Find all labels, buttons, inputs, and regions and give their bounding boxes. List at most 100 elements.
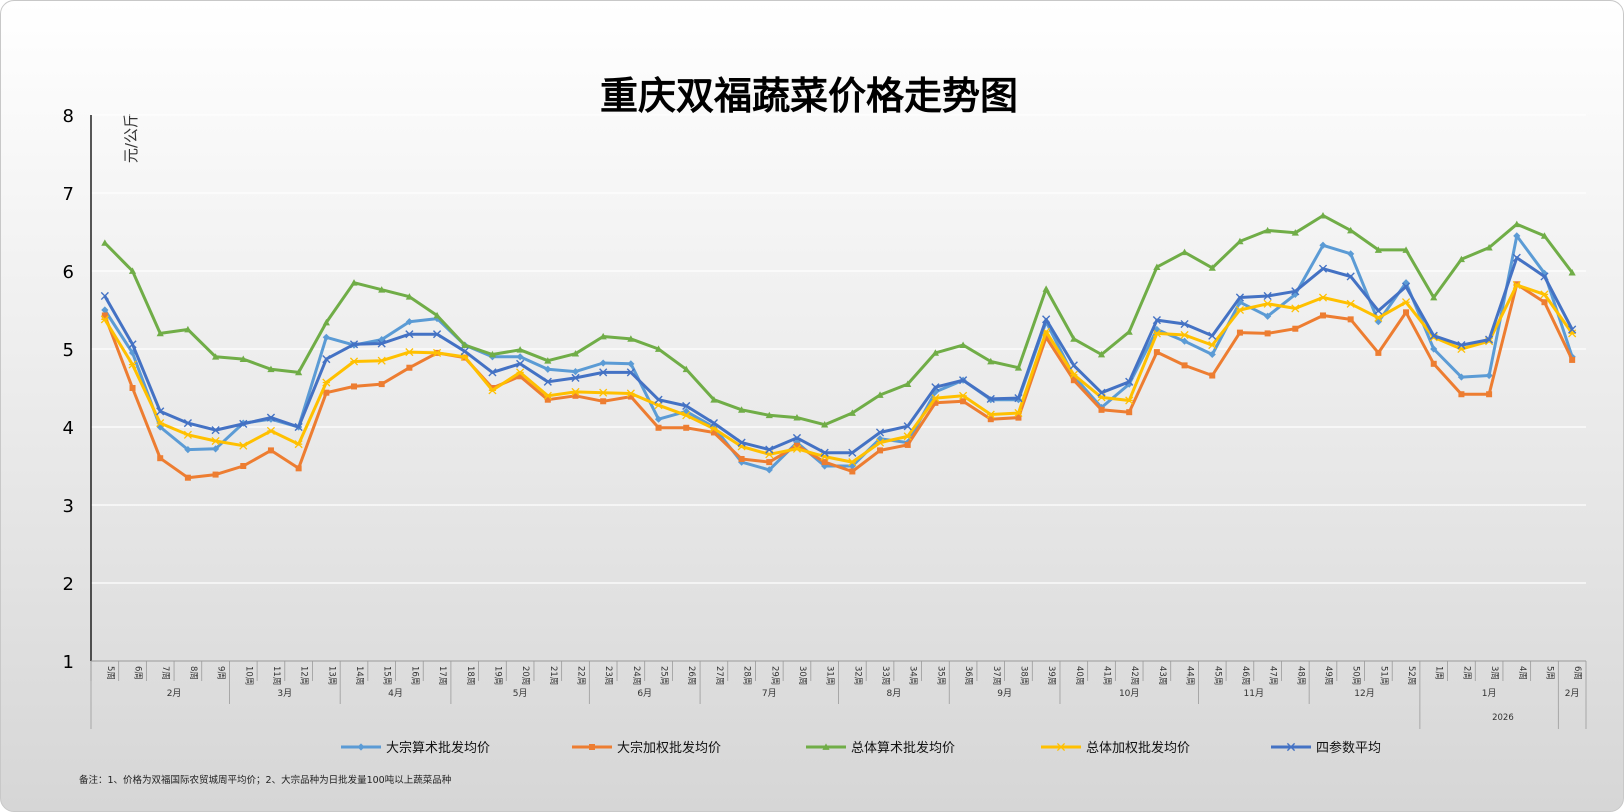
data-point bbox=[183, 430, 192, 439]
data-point-stroke bbox=[183, 419, 192, 428]
x-tick-label: 32周 bbox=[852, 666, 862, 685]
data-point bbox=[128, 267, 137, 274]
y-tick-label: 8 bbox=[63, 106, 74, 127]
x-tick-label: 31周 bbox=[825, 666, 835, 685]
data-point bbox=[682, 401, 691, 411]
data-point bbox=[357, 743, 365, 751]
legend-label: 总体加权批发均价 bbox=[1086, 740, 1190, 756]
data-point-stroke bbox=[377, 339, 386, 348]
data-point bbox=[986, 394, 995, 404]
data-point bbox=[654, 395, 663, 404]
data-point bbox=[516, 368, 525, 377]
data-point bbox=[544, 357, 552, 364]
series-1 bbox=[101, 232, 1576, 474]
data-point bbox=[931, 383, 940, 392]
data-point bbox=[958, 376, 968, 385]
data-point-stroke bbox=[1485, 335, 1494, 344]
data-point bbox=[599, 332, 607, 340]
gridlines bbox=[91, 114, 1586, 584]
data-point bbox=[1485, 371, 1493, 380]
data-point-stroke bbox=[1540, 272, 1549, 281]
month-label: 1月 bbox=[1482, 688, 1497, 699]
data-point bbox=[184, 446, 192, 454]
data-point-stroke bbox=[931, 383, 940, 392]
data-point bbox=[1043, 334, 1050, 341]
data-point bbox=[738, 458, 746, 466]
data-point bbox=[1569, 356, 1576, 363]
data-point bbox=[544, 396, 551, 403]
data-point-stroke bbox=[516, 368, 525, 377]
month-label: 6月 bbox=[637, 688, 652, 699]
data-point-stroke bbox=[903, 422, 912, 431]
data-point bbox=[543, 377, 552, 386]
data-point bbox=[1541, 299, 1548, 306]
data-point-stroke bbox=[1152, 329, 1161, 338]
x-tick-label: 18周 bbox=[465, 666, 475, 685]
data-point-stroke bbox=[1291, 304, 1300, 313]
data-point bbox=[406, 364, 413, 371]
x-tick-label: 42周 bbox=[1129, 666, 1139, 685]
data-point bbox=[599, 388, 608, 397]
x-tick-label: 46周 bbox=[1240, 666, 1250, 685]
legend-label: 大宗算术批发均价 bbox=[386, 740, 490, 756]
y-tick-label: 7 bbox=[63, 184, 74, 205]
data-point-stroke bbox=[1208, 341, 1217, 350]
data-point-stroke bbox=[1318, 264, 1328, 273]
x-tick-label: 29周 bbox=[769, 666, 779, 685]
data-point-stroke bbox=[294, 440, 303, 449]
data-point-stroke bbox=[571, 373, 580, 382]
x-tick-label: 25周 bbox=[659, 666, 669, 685]
data-point-stroke bbox=[958, 376, 968, 385]
data-point bbox=[1458, 391, 1465, 398]
data-point bbox=[792, 433, 802, 443]
month-label: 2月 bbox=[1565, 688, 1580, 699]
series-lines bbox=[100, 212, 1577, 481]
x-tick-label: 47周 bbox=[1268, 666, 1278, 685]
data-point-stroke bbox=[156, 407, 165, 416]
data-point-stroke bbox=[1152, 316, 1161, 325]
data-point-stroke bbox=[128, 340, 137, 349]
data-point-stroke bbox=[1014, 394, 1023, 403]
data-point bbox=[655, 424, 662, 431]
data-point bbox=[1235, 305, 1244, 315]
month-label: 9月 bbox=[997, 688, 1012, 699]
data-point bbox=[1457, 373, 1466, 381]
data-point bbox=[1264, 330, 1271, 337]
data-point bbox=[931, 388, 939, 396]
data-point bbox=[1457, 255, 1466, 263]
data-point bbox=[432, 330, 442, 339]
data-point bbox=[351, 383, 358, 390]
data-point-stroke bbox=[1346, 272, 1355, 281]
x-tick-label: 4周 bbox=[1517, 666, 1527, 680]
data-point bbox=[1098, 406, 1105, 413]
x-tick-label: 2周 bbox=[1461, 666, 1471, 680]
data-point bbox=[100, 315, 109, 324]
data-point-stroke bbox=[765, 445, 774, 454]
data-point-stroke bbox=[848, 448, 857, 457]
data-point bbox=[1513, 232, 1521, 240]
data-point bbox=[710, 429, 717, 436]
data-point bbox=[903, 422, 912, 431]
x-tick-label: 6周 bbox=[1572, 666, 1582, 680]
data-point-stroke bbox=[1042, 327, 1051, 336]
x-tick-label: 22周 bbox=[575, 666, 585, 685]
data-point bbox=[959, 341, 967, 348]
data-point bbox=[1319, 241, 1327, 249]
data-point bbox=[350, 279, 358, 286]
legend-item: 四参数平均 bbox=[1271, 740, 1381, 756]
data-point bbox=[1430, 345, 1438, 353]
data-point bbox=[295, 368, 303, 376]
axes: 1 2 3 4 5 6 7 8 5周 6周 7周 8周 9周 10周 11周 12周 13周 14周 15周 16周 1… bbox=[63, 106, 1587, 729]
data-point bbox=[571, 373, 580, 382]
series-line bbox=[103, 283, 1574, 464]
data-point bbox=[626, 389, 635, 398]
data-point bbox=[1208, 331, 1217, 340]
data-point-stroke bbox=[792, 433, 802, 443]
data-point bbox=[1125, 328, 1133, 335]
data-point-stroke bbox=[1568, 325, 1577, 334]
data-point-stroke bbox=[1097, 388, 1106, 397]
legend-label: 四参数平均 bbox=[1316, 740, 1381, 756]
data-point-stroke bbox=[682, 401, 691, 411]
data-point bbox=[294, 422, 303, 432]
data-point bbox=[793, 442, 800, 449]
